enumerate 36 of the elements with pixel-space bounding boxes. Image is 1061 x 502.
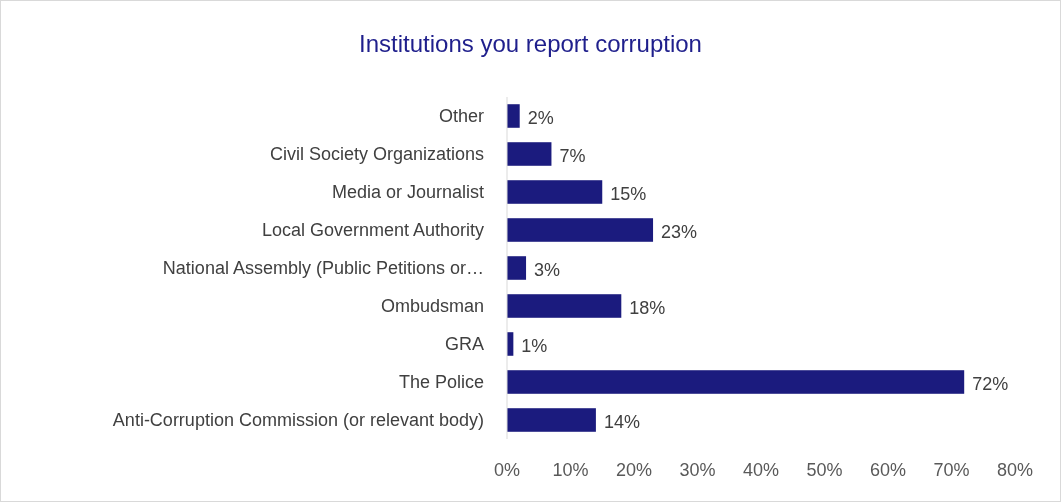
data-label: 23% (661, 222, 698, 243)
data-label: 15% (610, 184, 647, 205)
bar (507, 294, 622, 318)
y-tick-label: GRA (444, 334, 484, 355)
x-tick-label: 50% (806, 460, 843, 480)
data-label: 72% (972, 374, 1009, 395)
x-tick-label: 0% (493, 460, 521, 480)
data-label: 14% (603, 412, 640, 433)
y-tick-label: Local Government Authority (261, 220, 484, 241)
data-label: 2% (527, 108, 554, 129)
y-tick-label: The Police (398, 372, 484, 393)
data-label: 1% (521, 336, 548, 357)
chart-title: Institutions you report corruption (359, 30, 702, 57)
y-tick-label: National Assembly (Public Petitions or… (162, 258, 484, 279)
y-tick-label: Media or Journalist (331, 182, 484, 203)
data-label: 18% (629, 298, 666, 319)
x-tick-label: 30% (679, 460, 716, 480)
y-tick-label: Civil Society Organizations (269, 144, 484, 165)
bar (507, 180, 603, 204)
x-tick-label: 60% (869, 460, 907, 480)
bar (507, 408, 596, 432)
bar (507, 142, 552, 166)
bar (507, 256, 527, 280)
x-tick-label: 10% (552, 460, 589, 480)
x-tick-label: 40% (742, 460, 780, 480)
bar (507, 104, 520, 128)
y-tick-label: Anti-Corruption Commission (or relevant body) (112, 410, 484, 431)
data-label: 7% (559, 146, 586, 167)
x-tick-label: 70% (933, 460, 970, 480)
data-label: 3% (534, 260, 561, 281)
y-tick-label: Other (438, 106, 484, 127)
bar (507, 370, 965, 394)
bar (507, 218, 654, 242)
x-tick-label: 80% (996, 460, 1034, 480)
x-tick-label: 20% (615, 460, 653, 480)
y-tick-label: Ombudsman (380, 296, 484, 317)
